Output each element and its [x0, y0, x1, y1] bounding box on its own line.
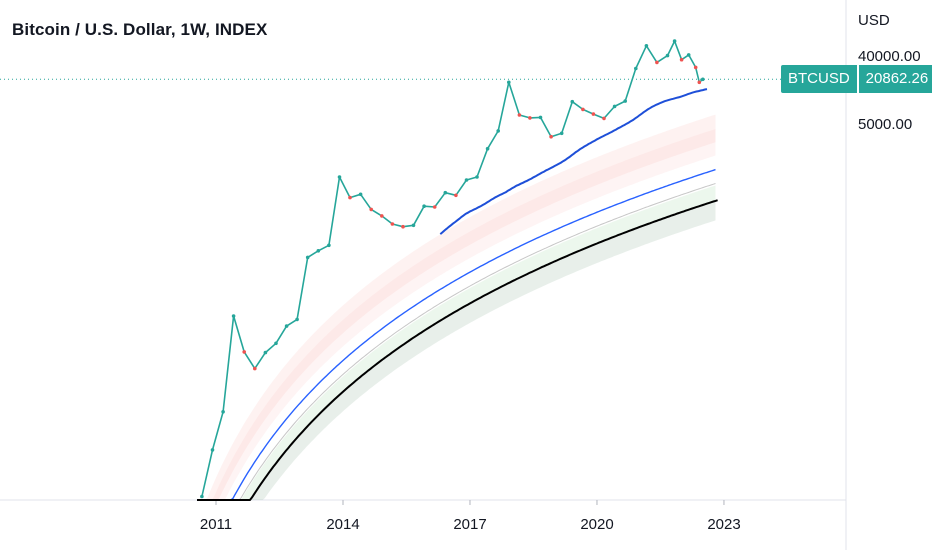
upper-channel-line — [199, 168, 716, 501]
price-point — [210, 448, 215, 452]
x-tick-label: 2023 — [707, 516, 741, 533]
x-tick-label: 2017 — [453, 516, 487, 533]
price-point — [672, 39, 677, 43]
price-point — [337, 175, 342, 179]
price-point — [284, 324, 289, 328]
price-point — [369, 207, 374, 212]
price-point — [517, 113, 522, 117]
price-point — [496, 129, 501, 133]
lower-band-grey — [197, 200, 716, 500]
price-point — [348, 195, 352, 200]
x-tick-label: 2014 — [326, 516, 360, 533]
price-point — [432, 205, 437, 209]
y-tick-label: 5000.00 — [858, 116, 913, 133]
price-point — [655, 60, 659, 65]
price-point — [538, 115, 543, 120]
price-point — [263, 350, 268, 355]
price-point — [422, 204, 426, 208]
price-point — [634, 66, 638, 71]
last-price-symbol: BTCUSD — [781, 65, 857, 93]
price-point — [242, 350, 246, 354]
mid-channel-line — [199, 183, 716, 501]
price-point — [485, 146, 490, 151]
price-point — [693, 65, 698, 70]
price-point — [390, 222, 395, 226]
price-point — [602, 116, 606, 121]
price-point — [591, 112, 596, 116]
price-point — [411, 223, 416, 228]
price-point — [623, 99, 627, 103]
price-point — [316, 249, 321, 253]
price-point — [559, 131, 564, 136]
price-scale-unit: USD — [858, 12, 890, 29]
price-point — [528, 116, 532, 120]
price-point — [380, 214, 384, 218]
price-point — [679, 57, 684, 62]
price-point — [200, 494, 204, 499]
x-tick-label: 2020 — [580, 516, 614, 533]
price-point — [464, 178, 469, 182]
price-point — [701, 77, 705, 82]
price-point — [274, 341, 278, 346]
price-point — [295, 317, 299, 322]
price-point — [443, 190, 448, 195]
y-tick-label: 40000.00 — [858, 48, 921, 65]
price-point — [570, 99, 575, 104]
price-point — [231, 314, 236, 318]
price-point — [507, 80, 511, 85]
price-point — [221, 410, 225, 414]
price-point — [401, 224, 405, 229]
price-point — [612, 104, 617, 109]
chart-title: Bitcoin / U.S. Dollar, 1W, INDEX — [12, 20, 268, 39]
price-point — [549, 134, 553, 139]
price-point — [327, 243, 331, 248]
x-tick-label: 2011 — [199, 516, 233, 533]
price-point — [581, 107, 585, 112]
price-point — [665, 53, 670, 58]
price-point — [253, 366, 257, 371]
price-point — [644, 44, 649, 48]
price-series-line — [201, 40, 704, 497]
price-point — [697, 80, 702, 85]
price-point — [686, 53, 691, 57]
lower-band-green — [197, 185, 716, 500]
price-point — [358, 192, 363, 197]
last-price-tag: BTCUSD 20862.26 — [781, 65, 932, 93]
price-point — [475, 175, 479, 179]
last-price-value: 20862.26 — [858, 65, 932, 93]
price-point — [305, 255, 310, 260]
moving-average-line — [439, 88, 708, 235]
support-curve — [197, 199, 718, 501]
price-point — [454, 193, 458, 198]
